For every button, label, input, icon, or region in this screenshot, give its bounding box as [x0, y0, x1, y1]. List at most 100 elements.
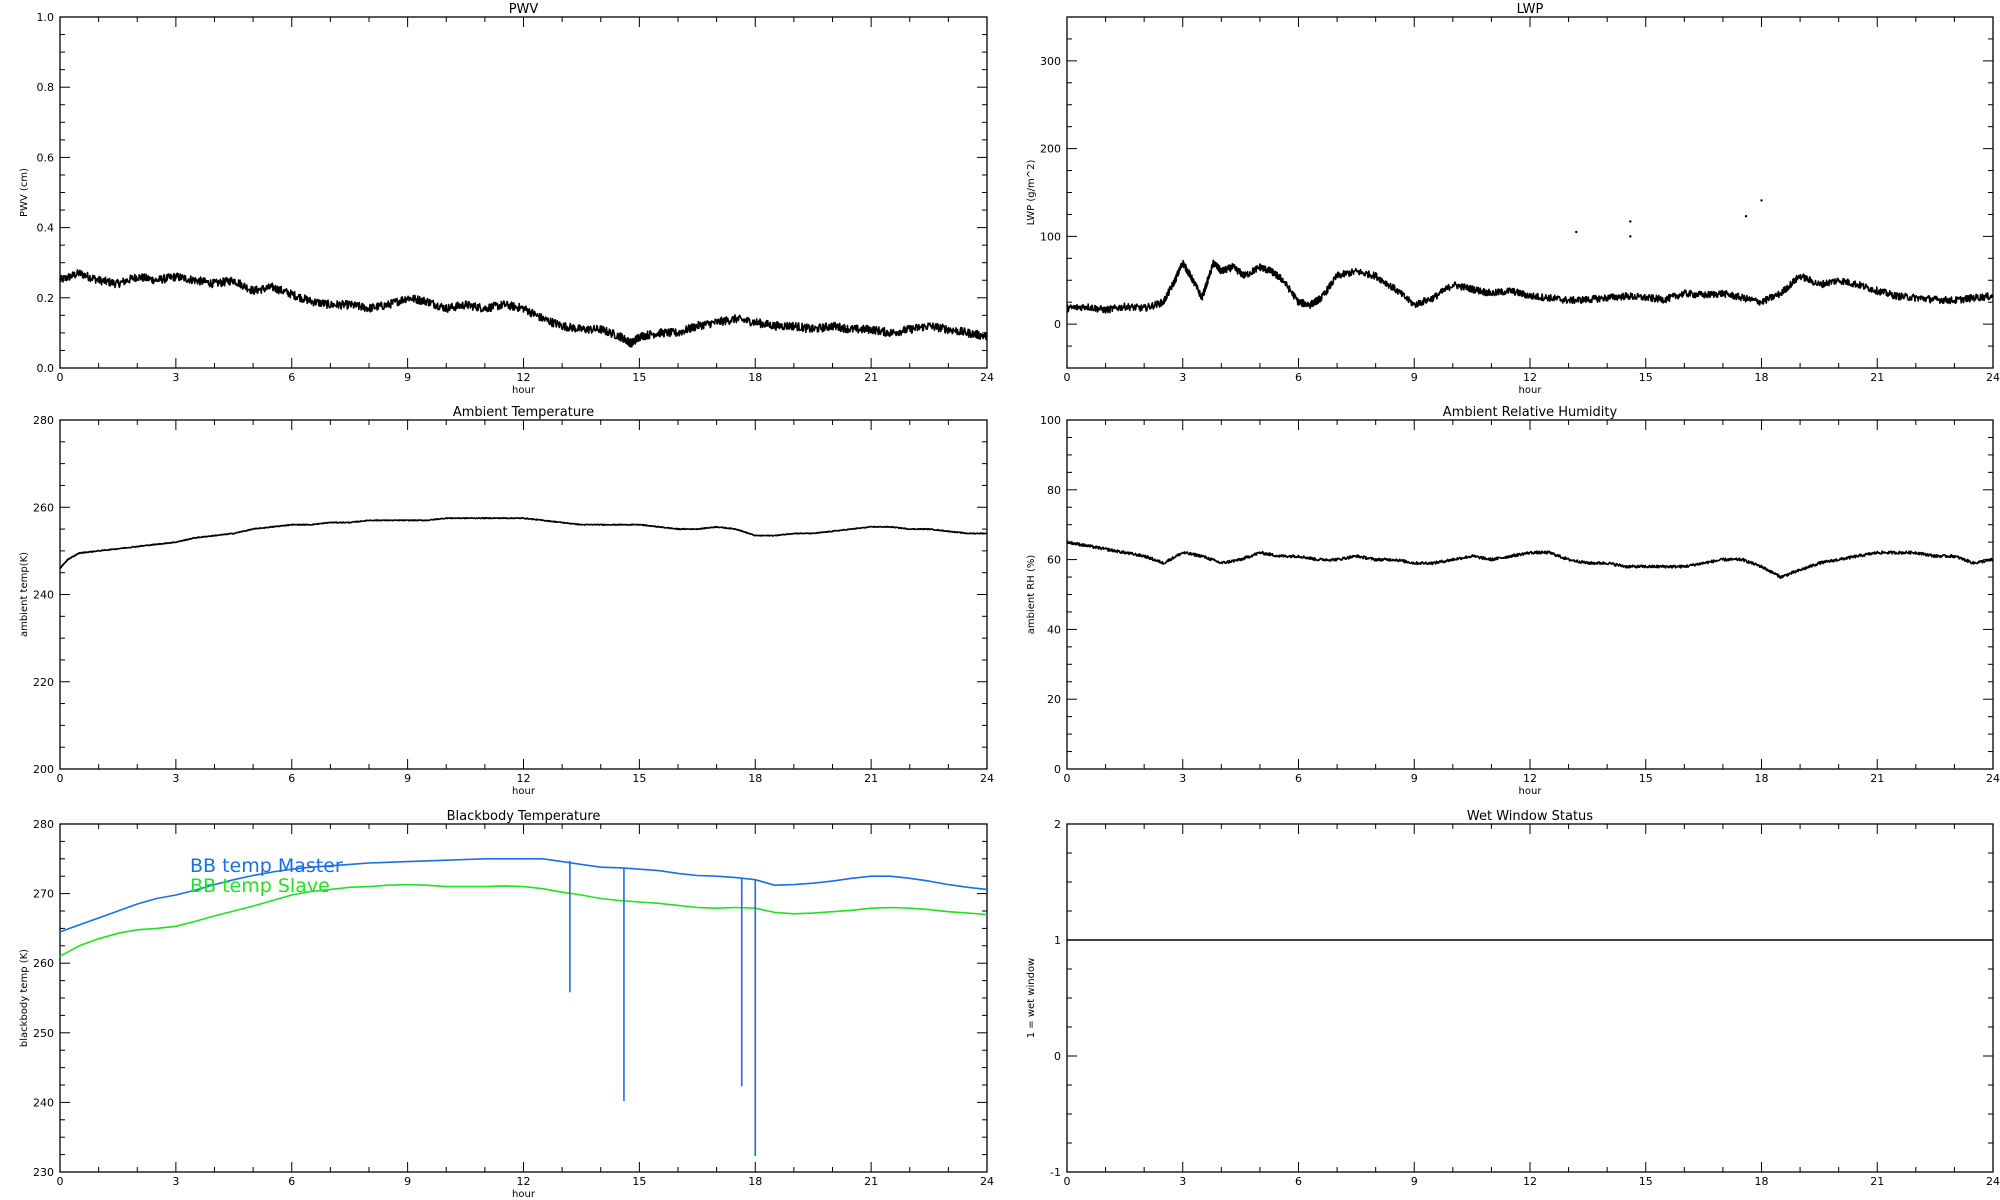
panel-ambient_rh: Ambient Relative Humidity hour ambient RH …: [1026, 405, 2000, 797]
y-tick-label: 100: [1040, 230, 1061, 243]
x-axis-label: hour: [512, 385, 536, 396]
x-tick-label: 24: [1986, 1175, 2000, 1188]
x-tick-label: 9: [404, 772, 411, 785]
plot-frame: [1066, 16, 1994, 369]
y-tick-label: 0.6: [37, 151, 55, 164]
x-tick-label: 6: [1295, 371, 1302, 384]
x-tick-label: 18: [748, 371, 762, 384]
y-tick-label: 0: [1054, 318, 1061, 331]
x-axis-label: hour: [512, 786, 536, 797]
x-tick-label: 24: [1986, 371, 2000, 384]
panel-pwv: PWV hour PWV (cm) 0 3 6 9 12 15 18 21 24 0.0 0.2 0.4 0.…: [19, 2, 994, 396]
x-tick-label: 9: [1411, 772, 1418, 785]
data-point: [1744, 214, 1748, 218]
y-tick-label: 2: [1054, 818, 1061, 831]
panel-title: Wet Window Status: [1467, 809, 1593, 824]
legend-entry: BB temp Slave: [190, 875, 330, 897]
x-tick-label: 18: [748, 772, 762, 785]
y-tick-label: 100: [1040, 414, 1061, 427]
series-line-bb-temp-master: [59, 857, 988, 933]
y-tick-label: 1: [1054, 934, 1061, 947]
series-line: [59, 269, 988, 348]
x-tick-label: 3: [1179, 1175, 1186, 1188]
y-tick-label: 0: [1054, 1050, 1061, 1063]
x-tick-label: 3: [1179, 772, 1186, 785]
y-tick-label: 1.0: [37, 11, 55, 24]
y-tick-label: 80: [1047, 484, 1061, 497]
x-tick-label: 21: [864, 371, 878, 384]
y-tick-label: 250: [33, 1027, 54, 1040]
x-tick-label: 0: [1064, 772, 1071, 785]
x-tick-label: 15: [1639, 1175, 1653, 1188]
x-axis-label: hour: [512, 1189, 536, 1200]
y-tick-label: 0.0: [37, 362, 55, 375]
x-tick-label: 3: [172, 371, 179, 384]
y-tick-label: 270: [33, 888, 54, 901]
plot-frame: [1066, 823, 1994, 1173]
x-tick-label: 15: [1639, 371, 1653, 384]
data-point: [1575, 230, 1578, 234]
y-tick-label: 200: [33, 763, 54, 776]
x-tick-label: 12: [1523, 1175, 1537, 1188]
x-tick-label: 3: [172, 772, 179, 785]
x-tick-label: 21: [864, 772, 878, 785]
y-tick-label: 240: [33, 589, 54, 602]
x-tick-label: 9: [404, 371, 411, 384]
x-tick-label: 0: [57, 371, 64, 384]
x-tick-label: 21: [864, 1175, 878, 1188]
data-point: [1629, 235, 1632, 238]
x-tick-label: 24: [980, 772, 994, 785]
y-axis-label: ambient RH (%): [1026, 555, 1037, 635]
plot-frame: [59, 16, 988, 369]
y-tick-label: 60: [1047, 554, 1061, 567]
y-tick-label: 20: [1047, 693, 1061, 706]
series-line: [1066, 259, 1994, 314]
x-tick-label: 24: [1986, 772, 2000, 785]
x-tick-label: 18: [1755, 772, 1769, 785]
y-tick-label: 0: [1054, 763, 1061, 776]
x-tick-label: 9: [1411, 1175, 1418, 1188]
data-point: [1629, 220, 1632, 223]
x-tick-label: 15: [1639, 772, 1653, 785]
panel-title: LWP: [1517, 2, 1544, 17]
x-tick-label: 18: [1755, 1175, 1769, 1188]
panel-lwp: LWP hour LWP (g/m^2) 0 3 6 9 12 15 18 21 24 0 100 200 3…: [1026, 2, 2000, 396]
panel-title: Ambient Relative Humidity: [1443, 405, 1618, 420]
y-tick-label: 300: [1040, 55, 1061, 68]
x-tick-label: 24: [980, 371, 994, 384]
y-tick-label: -1: [1050, 1166, 1061, 1179]
legend-entry: BB temp Master: [190, 855, 343, 877]
x-tick-label: 0: [57, 1175, 64, 1188]
y-axis-label: blackbody temp (K): [19, 949, 30, 1047]
y-axis-label: ambient temp(K): [19, 552, 30, 637]
series-line-bb-temp-slave: [59, 883, 988, 957]
x-tick-label: 6: [288, 1175, 295, 1188]
x-tick-label: 15: [632, 772, 646, 785]
y-tick-label: 260: [33, 501, 54, 514]
y-axis-label: PWV (cm): [19, 168, 30, 217]
panel-bb_temp: Blackbody Temperature hour blackbody temp …: [19, 809, 994, 1200]
y-axis-label: LWP (g/m^2): [1026, 160, 1037, 226]
y-axis-label: 1 = wet window: [1026, 958, 1037, 1038]
y-tick-label: 0.4: [37, 222, 55, 235]
x-tick-label: 12: [517, 1175, 531, 1188]
x-tick-label: 24: [980, 1175, 994, 1188]
x-axis-label: hour: [1519, 786, 1543, 797]
panel-title: PWV: [509, 2, 539, 17]
x-tick-label: 6: [1295, 772, 1302, 785]
x-tick-label: 15: [632, 1175, 646, 1188]
panel-title: Ambient Temperature: [453, 405, 594, 420]
y-tick-label: 200: [1040, 143, 1061, 156]
x-tick-label: 21: [1870, 371, 1884, 384]
y-tick-label: 230: [33, 1166, 54, 1179]
y-tick-label: 280: [33, 414, 54, 427]
series-line: [59, 516, 988, 570]
x-tick-label: 12: [517, 371, 531, 384]
x-tick-label: 6: [1295, 1175, 1302, 1188]
panel-ambient_temp: Ambient Temperature hour ambient temp(K) 0 3…: [19, 405, 994, 797]
x-tick-label: 15: [632, 371, 646, 384]
x-tick-label: 0: [1064, 371, 1071, 384]
x-tick-label: 9: [404, 1175, 411, 1188]
